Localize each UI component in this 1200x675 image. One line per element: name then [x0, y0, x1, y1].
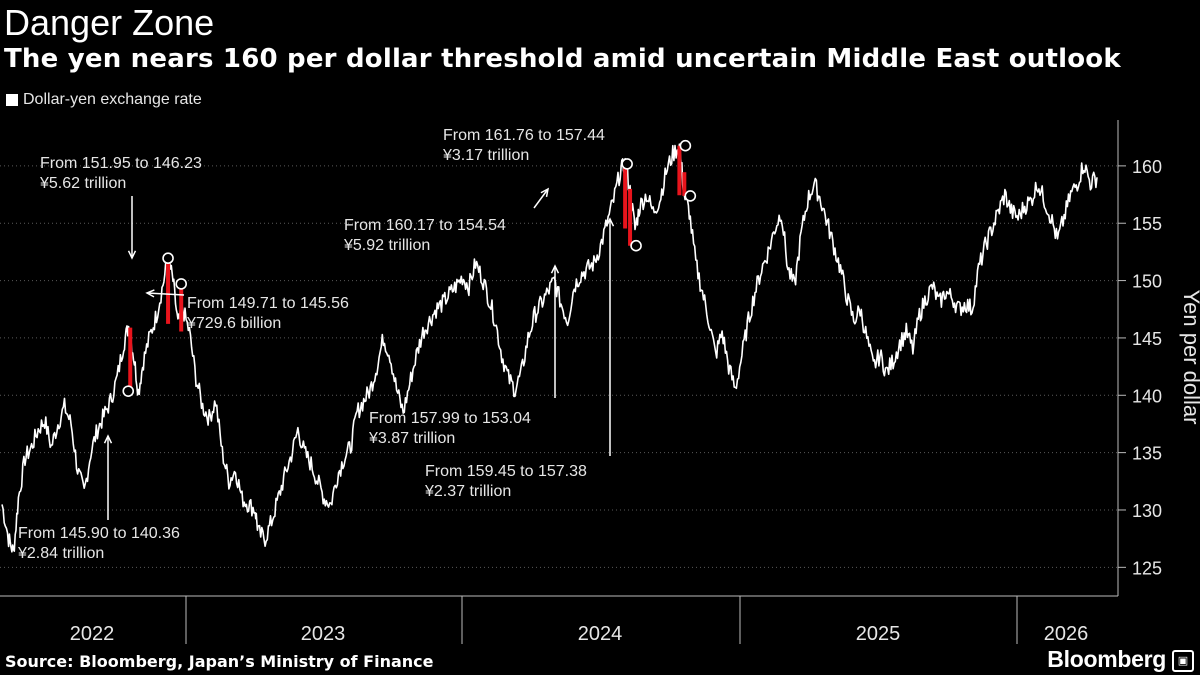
annotation-3-line1: From 149.71 to 145.56	[187, 295, 349, 312]
intervention-marker	[122, 385, 135, 397]
annotation-1-line2: ¥2.84 trillion	[17, 545, 104, 562]
annotation-4-line2: ¥5.92 trillion	[343, 237, 430, 254]
annotation-1-line1: From 145.90 to 140.36	[18, 525, 180, 542]
annotation-6-line1: From 161.76 to 157.44	[443, 127, 605, 144]
intervention-layer	[128, 145, 687, 392]
series-line	[1, 143, 1098, 553]
page-title: Danger Zone	[4, 2, 215, 43]
annotation-7-arrow-head	[605, 217, 615, 227]
annotation-3-line2: ¥729.6 billion	[186, 315, 281, 332]
annotation-7-line2: ¥2.37 trillion	[424, 483, 511, 500]
y-tick-label: 150	[1132, 272, 1162, 292]
annotation-2-line1: From 151.95 to 146.23	[40, 155, 202, 172]
x-tick-label: 2025	[856, 623, 901, 645]
gridlines	[0, 165, 1118, 568]
intervention-marker	[684, 190, 697, 202]
annotation-layer: From 145.90 to 140.36 ¥2.84 trillion From …	[17, 127, 697, 562]
annotation-2-arrow-head	[127, 250, 137, 260]
x-tick-label: 2024	[578, 623, 623, 645]
y-tick-label: 160	[1132, 157, 1162, 177]
annotation-4-arrow-head	[540, 187, 550, 198]
annotation-3-arrow-head	[145, 289, 155, 298]
x-tick-label: 2026	[1044, 623, 1089, 645]
intervention-marker	[175, 278, 188, 290]
legend-swatch	[6, 94, 18, 106]
annotation-7-line1: From 159.45 to 157.38	[425, 463, 587, 480]
y-axis: 125 130 135 140 145 150 155 160	[1117, 120, 1162, 596]
y-tick-label: 145	[1132, 329, 1162, 349]
annotation-4-line1: From 160.17 to 154.54	[344, 217, 506, 234]
annotation-3-arrow	[146, 292, 185, 296]
intervention-marker	[621, 158, 633, 170]
x-tick-label: 2023	[301, 623, 346, 645]
legend: Dollar-yen exchange rate	[6, 91, 202, 109]
intervention-marker	[679, 139, 692, 152]
annotation-6-line2: ¥3.17 trillion	[442, 147, 529, 164]
x-axis: 2022 2023 2024 2025 2026	[0, 595, 1118, 645]
annotation-1-arrow-head	[103, 434, 113, 444]
series-layer	[1, 143, 1098, 553]
legend-label: Dollar-yen exchange rate	[23, 91, 202, 108]
source-note: Source: Bloomberg, Japan’s Ministry of F…	[5, 652, 434, 671]
annotation-4-arrow	[533, 188, 549, 209]
page-subtitle: The yen nears 160 per dollar threshold a…	[4, 44, 1121, 74]
x-tick-label: 2022	[70, 623, 115, 645]
annotation-5-arrow-head	[550, 264, 560, 274]
annotation-5-line1: From 157.99 to 153.04	[369, 410, 531, 427]
y-tick-label: 135	[1132, 444, 1162, 464]
annotation-2-line2: ¥5.62 trillion	[39, 175, 126, 192]
y-tick-label: 155	[1132, 214, 1162, 234]
y-tick-label: 125	[1132, 558, 1162, 578]
brand-icon: ▣	[1172, 650, 1194, 672]
intervention-marker	[162, 252, 174, 265]
annotation-5-line2: ¥3.87 trillion	[368, 430, 455, 447]
y-tick-label: 140	[1132, 386, 1162, 406]
intervention-marker	[630, 239, 642, 252]
brand-logo: Bloomberg	[1047, 646, 1166, 672]
y-axis-label: Yen per dollar	[1179, 290, 1200, 425]
y-tick-label: 130	[1132, 501, 1162, 521]
